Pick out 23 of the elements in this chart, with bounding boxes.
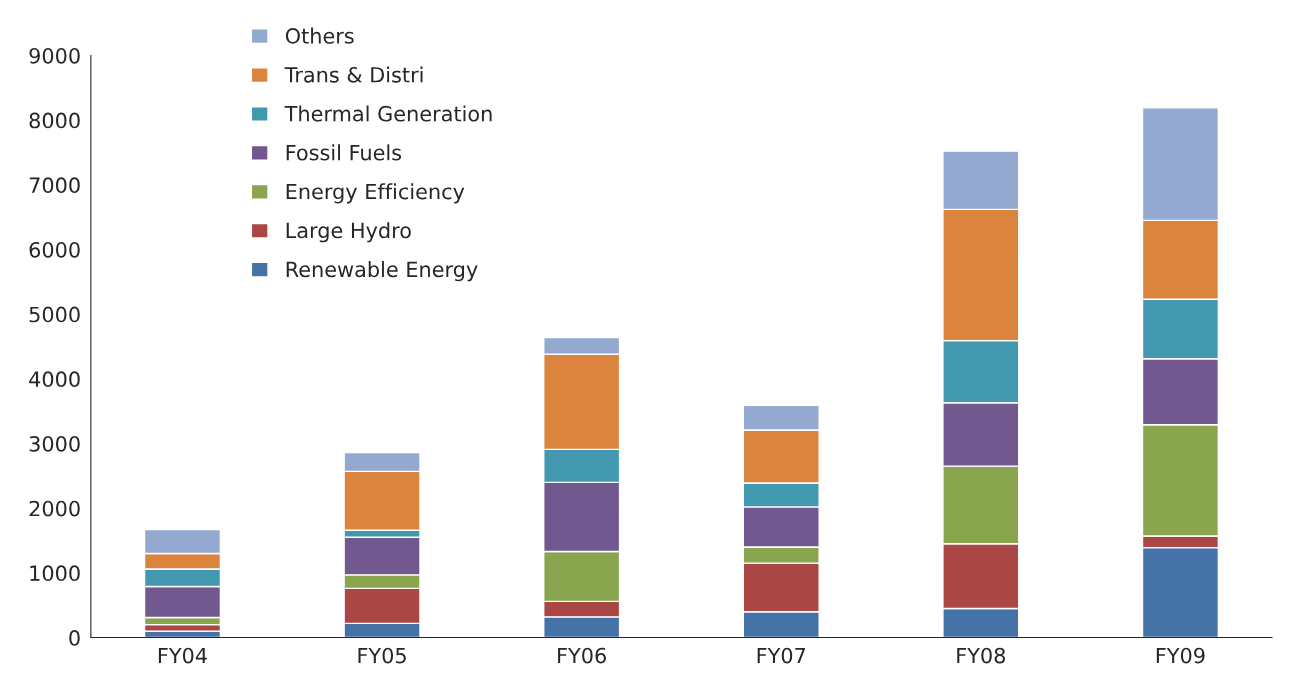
legend-label: Trans & Distri [284, 66, 423, 83]
y-tick-label: 6000 [29, 241, 80, 258]
x-tick-label: FY09 [1156, 647, 1205, 664]
y-tick-label: 2000 [29, 500, 80, 517]
x-tick-label: FY07 [757, 647, 806, 664]
y-tick-label: 4000 [29, 371, 80, 388]
y-tick-label: 7000 [29, 177, 80, 194]
y-tick-label: 9000 [29, 47, 80, 64]
x-tick-label: FY08 [957, 647, 1006, 664]
legend-label: Large Hydro [286, 222, 411, 243]
legend-label: Thermal Generation [284, 105, 492, 122]
legend-label: Energy Efficiency [286, 183, 465, 204]
x-tick-label: FY04 [158, 647, 207, 664]
legend-label: Others [285, 27, 354, 44]
y-tick-label: 8000 [29, 112, 80, 129]
y-tick-label: 0 [69, 630, 80, 646]
y-tick-label: 1000 [30, 565, 80, 582]
y-tick-label: 3000 [29, 435, 80, 452]
x-tick-label: FY05 [358, 647, 406, 664]
legend-label: Fossil Fuels [286, 144, 402, 161]
legend-label: Renewable Energy [286, 261, 478, 282]
y-tick-label: 5000 [29, 306, 80, 323]
x-tick-label: FY06 [558, 647, 606, 664]
